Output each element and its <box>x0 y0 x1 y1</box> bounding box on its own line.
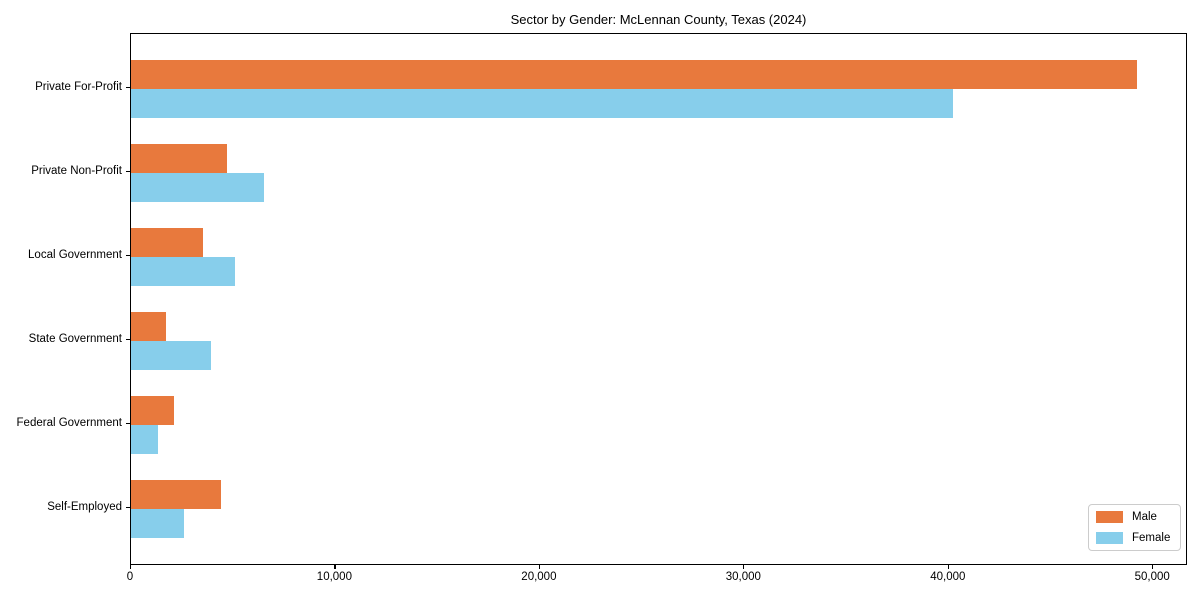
x-tick-mark <box>743 565 745 569</box>
y-tick-mark <box>126 507 130 509</box>
y-tick-label-private-for-profit: Private For-Profit <box>35 80 122 93</box>
bar-female-local-government <box>131 256 236 286</box>
bar-male-federal-government <box>131 395 174 425</box>
x-tick-mark <box>538 565 541 569</box>
bar-female-state-government <box>131 340 211 370</box>
y-tick-label-self-employed: Self-Employed <box>47 500 122 513</box>
x-tick-label-10000: 10,000 <box>316 571 352 583</box>
female-legend-label: Female <box>1132 532 1171 544</box>
male-legend-label: Male <box>1132 511 1157 523</box>
legend: Male Female <box>1088 504 1181 551</box>
y-tick-mark <box>126 87 130 89</box>
x-tick-label-20000: 20,000 <box>521 571 557 583</box>
y-tick-mark <box>126 171 130 173</box>
x-tick-mark <box>130 565 132 569</box>
female-legend-swatch <box>1096 532 1123 544</box>
bar-male-self-employed <box>131 479 221 509</box>
y-tick-label-federal-government: Federal Government <box>16 416 122 429</box>
x-tick-label-30000: 30,000 <box>725 571 761 583</box>
x-tick-label-50000: 50,000 <box>1134 571 1170 583</box>
y-tick-label-local-government: Local Government <box>28 248 122 261</box>
legend-item-female: Female <box>1096 532 1180 544</box>
x-tick-mark <box>947 565 949 569</box>
male-legend-swatch <box>1096 511 1123 523</box>
x-tick-label-40000: 40,000 <box>930 571 966 583</box>
legend-item-male: Male <box>1096 511 1180 523</box>
bar-male-state-government <box>131 311 166 341</box>
x-tick-label-0: 0 <box>126 571 134 583</box>
bar-female-self-employed <box>131 508 185 538</box>
bar-female-federal-government <box>131 424 158 454</box>
x-tick-mark <box>334 565 336 569</box>
bar-male-private-non-profit <box>131 143 228 173</box>
plot-area <box>130 33 1187 565</box>
bar-female-private-for-profit <box>131 88 953 118</box>
bar-male-local-government <box>131 227 203 257</box>
y-tick-mark <box>126 255 130 257</box>
chart-title: Sector by Gender: McLennan County, Texas… <box>510 12 807 27</box>
bar-female-private-non-profit <box>131 172 264 202</box>
bar-male-private-for-profit <box>131 59 1137 89</box>
y-tick-mark <box>126 339 130 341</box>
x-tick-mark <box>1152 565 1154 569</box>
y-tick-mark <box>126 423 130 425</box>
y-tick-label-state-government: State Government <box>28 332 122 345</box>
y-tick-label-private-non-profit: Private Non-Profit <box>31 164 122 177</box>
